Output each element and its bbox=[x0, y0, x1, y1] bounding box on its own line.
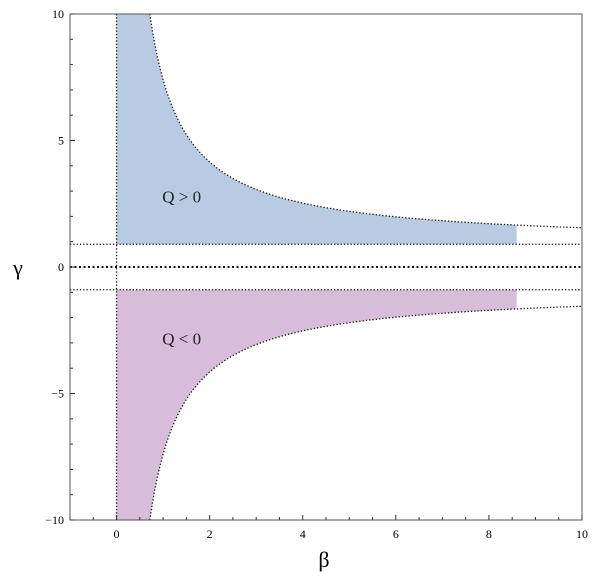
y-tick-label: −10 bbox=[45, 513, 64, 527]
y-tick-label: 0 bbox=[58, 260, 64, 274]
x-tick-label: 2 bbox=[207, 527, 213, 541]
y-tick-label: −5 bbox=[51, 387, 64, 401]
x-tick-label: 8 bbox=[486, 527, 492, 541]
dotted-lines-layer bbox=[70, 14, 582, 520]
boundary-curve-upper bbox=[149, 13, 582, 229]
regions-layer bbox=[116, 13, 582, 521]
ticks-layer: 0 2 4 6 8 10 10 5 0 −5 −10 bbox=[45, 7, 588, 541]
region-fill-q-negative bbox=[116, 289, 517, 520]
x-tick-label: 6 bbox=[393, 527, 399, 541]
y-axis-label: γ bbox=[12, 255, 23, 280]
x-tick-label: 4 bbox=[300, 527, 306, 541]
x-tick-label: 0 bbox=[114, 527, 120, 541]
x-tick-label: 10 bbox=[576, 527, 588, 541]
labels-layer: Q > 0 Q < 0 bbox=[162, 188, 201, 349]
x-axis-label: β bbox=[318, 547, 329, 572]
region-label-q-positive: Q > 0 bbox=[162, 188, 201, 207]
region-label-q-negative: Q < 0 bbox=[162, 329, 201, 348]
y-tick-label: 5 bbox=[58, 134, 64, 148]
y-tick-label: 10 bbox=[52, 7, 64, 21]
region-fill-q-positive bbox=[116, 14, 517, 245]
boundary-curve-lower bbox=[149, 305, 582, 521]
